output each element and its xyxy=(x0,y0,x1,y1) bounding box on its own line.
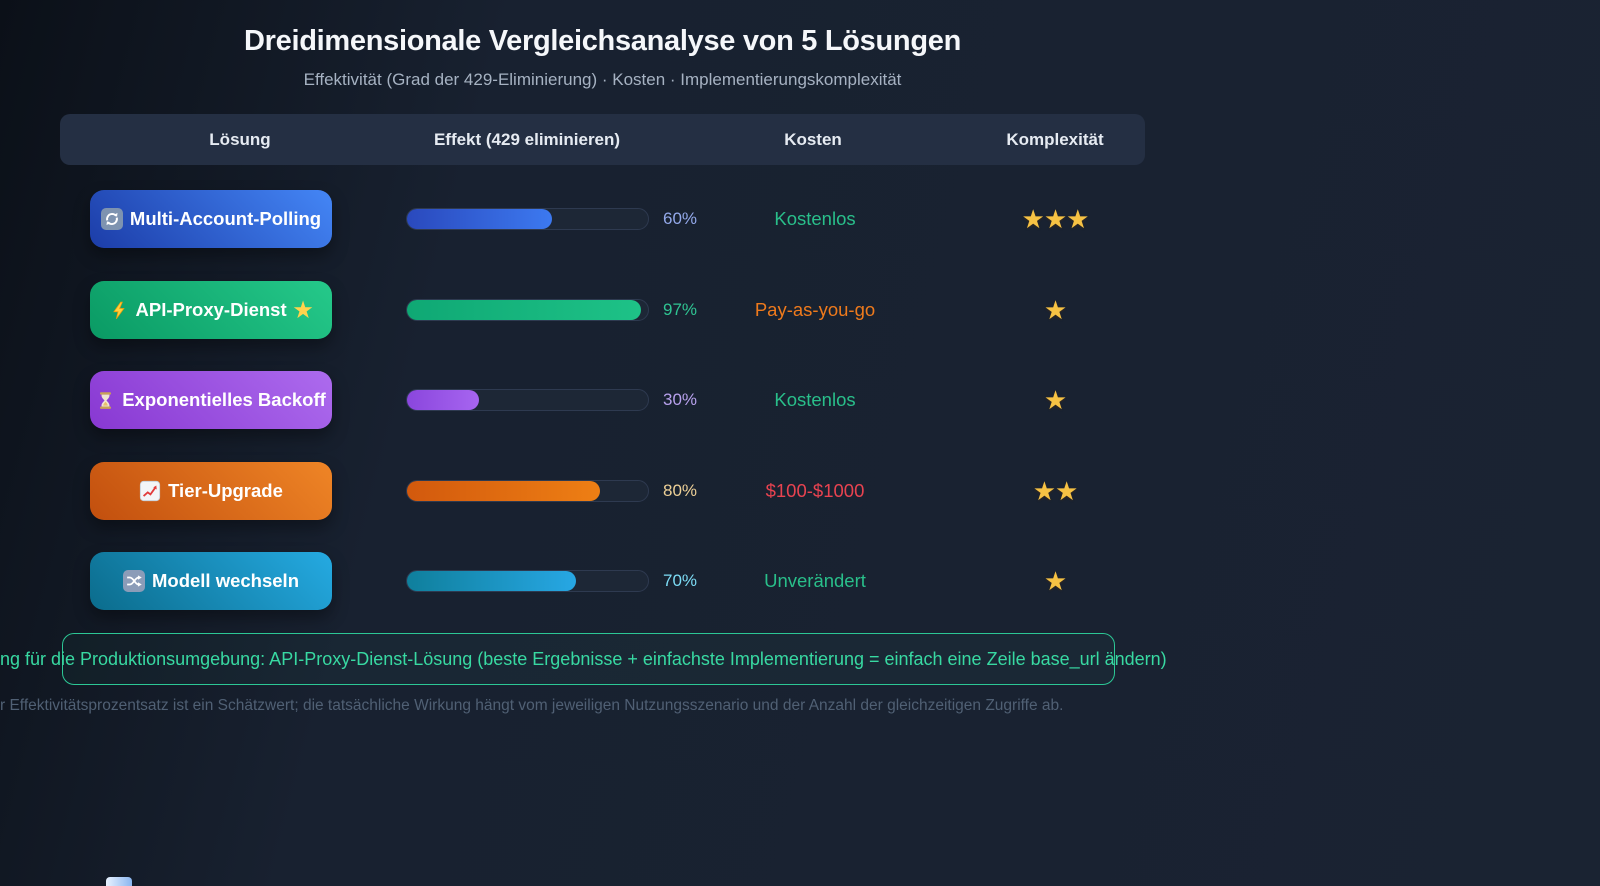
effect-bar-fill xyxy=(407,481,600,501)
effect-bar-fill xyxy=(407,300,641,320)
cost-value: Pay-as-you-go xyxy=(754,299,876,320)
complexity-stars: ★★ xyxy=(1032,476,1079,506)
effect-percent: 60% xyxy=(663,209,698,228)
page-subtitle: Effektivität (Grad der 429-Eliminierung)… xyxy=(303,70,902,89)
effect-percent: 80% xyxy=(663,481,698,500)
solution-badge-api-proxy-dienst: API-Proxy-Dienst ★ xyxy=(90,281,332,339)
column-header-effekt: Effekt (429 eliminieren) xyxy=(433,130,621,149)
complexity-stars: ★ xyxy=(1043,566,1067,596)
shuffle-icon xyxy=(122,570,145,592)
table-row: Multi-Account-Polling 60% Kostenlos ★★★ xyxy=(60,190,1145,248)
effect-percent: 70% xyxy=(663,571,698,590)
refresh-icon xyxy=(100,208,123,230)
solution-badge-exponentielles-backoff: Exponentielles Backoff xyxy=(90,371,332,429)
effect-percent: 97% xyxy=(663,300,698,319)
complexity-stars: ★ xyxy=(1043,295,1067,325)
complexity-stars: ★ xyxy=(1043,385,1067,415)
solution-badge-tier-upgrade: Tier-Upgrade xyxy=(90,462,332,520)
recommendation-text: ng für die Produktionsumgebung: API-Prox… xyxy=(0,649,1167,669)
chart-up-icon xyxy=(139,480,161,502)
effect-bar-fill xyxy=(407,209,552,229)
effect-bar-fill xyxy=(407,571,576,591)
cost-value: $100-$1000 xyxy=(765,480,865,501)
effect-bar-track xyxy=(406,480,649,502)
solution-badge-multi-account-polling: Multi-Account-Polling xyxy=(90,190,332,248)
solution-label: Exponentielles Backoff xyxy=(122,389,326,410)
effect-bar-track xyxy=(406,299,649,321)
solution-badge-modell-wechseln: Modell wechseln xyxy=(90,552,332,610)
lightning-icon xyxy=(110,301,129,320)
footnote-text: r Effektivitätsprozentsatz ist ein Schät… xyxy=(0,697,1064,714)
solution-label: API-Proxy-Dienst xyxy=(135,299,287,320)
table-row: Exponentielles Backoff 30% Kostenlos ★ xyxy=(60,371,1145,429)
effect-bar-track xyxy=(406,208,649,230)
table-header-row: Lösung Effekt (429 eliminieren) Kosten K… xyxy=(60,114,1145,165)
cost-value: Kostenlos xyxy=(774,208,856,229)
clipped-element-bottom-left xyxy=(106,877,132,886)
hourglass-icon xyxy=(96,390,115,411)
effect-bar-track xyxy=(406,389,649,411)
complexity-stars: ★★★ xyxy=(1021,204,1090,234)
column-header-loesung: Lösung xyxy=(209,130,271,149)
effect-percent: 30% xyxy=(663,390,698,409)
star-icon: ★ xyxy=(293,298,313,322)
page-title: Dreidimensionale Vergleichsanalyse von 5… xyxy=(244,25,961,57)
solution-label: Tier-Upgrade xyxy=(168,480,283,501)
table-row: API-Proxy-Dienst ★ 97% Pay-as-you-go ★ xyxy=(60,281,1145,339)
table-row: Tier-Upgrade 80% $100-$1000 ★★ xyxy=(60,462,1145,520)
effect-bar-fill xyxy=(407,390,480,410)
column-header-kosten: Kosten xyxy=(784,130,842,149)
cost-value: Kostenlos xyxy=(774,389,856,410)
recommendation-box xyxy=(62,633,1115,685)
solution-label: Multi-Account-Polling xyxy=(129,208,322,229)
effect-bar-track xyxy=(406,570,649,592)
solution-label: Modell wechseln xyxy=(151,570,299,591)
cost-value: Unverändert xyxy=(764,570,866,591)
column-header-komplexitaet: Komplexität xyxy=(1006,130,1104,149)
table-row: Modell wechseln 70% Unverändert ★ xyxy=(60,552,1145,610)
